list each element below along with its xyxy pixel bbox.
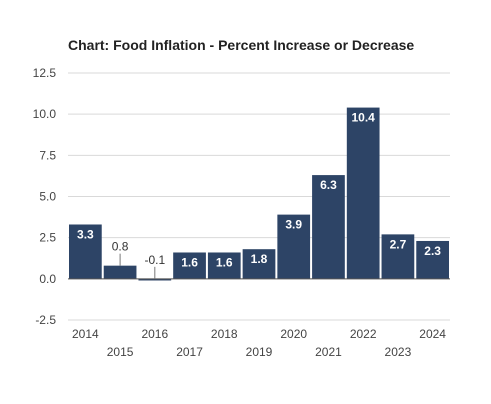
- bar: [103, 265, 137, 279]
- bar: [207, 252, 241, 279]
- data-label: 1.6: [181, 255, 198, 269]
- x-tick-label: 2019: [246, 345, 273, 359]
- data-label: 1.6: [216, 255, 233, 269]
- data-label: 2.7: [390, 237, 407, 251]
- bar: [381, 234, 415, 279]
- data-label: 3.3: [77, 227, 94, 241]
- y-tick-label: -2.5: [35, 313, 56, 327]
- y-axis-tick-labels: -2.5 0.0 2.5 5.0 7.5 10.0 12.5: [33, 66, 57, 327]
- data-label: 10.4: [352, 111, 376, 125]
- bars: [69, 107, 449, 281]
- x-tick-label: 2024: [419, 327, 446, 341]
- y-tick-label: 12.5: [33, 66, 57, 80]
- y-tick-label: 2.5: [39, 231, 56, 245]
- bar: [138, 278, 172, 281]
- x-tick-label: 2020: [280, 327, 307, 341]
- data-label: -0.1: [144, 253, 165, 267]
- y-tick-label: 7.5: [39, 148, 56, 162]
- bar: [69, 224, 102, 279]
- x-tick-label: 2023: [385, 345, 412, 359]
- x-tick-label: 2021: [315, 345, 342, 359]
- data-label: 0.8: [112, 240, 129, 254]
- gridlines: [68, 72, 450, 321]
- bar: [312, 175, 345, 279]
- bar: [346, 107, 380, 279]
- x-tick-label: 2017: [176, 345, 203, 359]
- x-tick-label: 2014: [72, 327, 99, 341]
- data-label: 3.9: [285, 218, 302, 232]
- x-tick-label: 2016: [141, 327, 168, 341]
- bar: [416, 240, 449, 279]
- y-tick-label: 0.0: [39, 272, 56, 286]
- data-label: 6.3: [320, 178, 337, 192]
- chart-title: Chart: Food Inflation - Percent Increase…: [68, 37, 415, 53]
- y-tick-label: 10.0: [33, 107, 57, 121]
- bar: [277, 214, 311, 279]
- bar: [173, 252, 206, 279]
- x-tick-label: 2018: [211, 327, 238, 341]
- data-label: 1.8: [251, 252, 268, 266]
- y-tick-label: 5.0: [39, 190, 56, 204]
- bar: [242, 249, 276, 279]
- data-labels: 3.3 0.8 -0.1 1.6 1.6 1.8 3.9 6.3 10.4 2.7 2.3: [77, 111, 441, 279]
- x-axis-tick-labels: 2014 2015 2016 2017 2018 2019 2020 2021 2022 2023…: [72, 327, 446, 359]
- data-label: 2.3: [424, 244, 441, 258]
- x-tick-label: 2022: [350, 327, 377, 341]
- x-tick-label: 2015: [107, 345, 134, 359]
